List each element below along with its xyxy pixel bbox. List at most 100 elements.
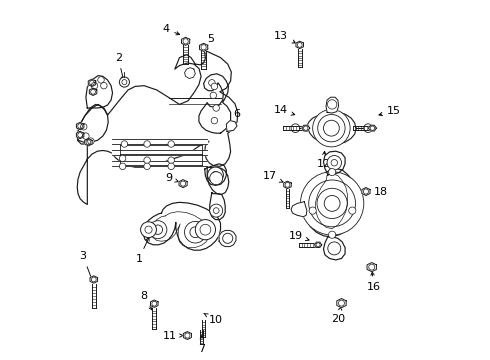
- Polygon shape: [199, 74, 231, 133]
- Text: 3: 3: [79, 251, 93, 281]
- Circle shape: [211, 117, 218, 124]
- Text: 18: 18: [367, 186, 388, 197]
- Circle shape: [291, 124, 300, 132]
- Circle shape: [120, 155, 126, 162]
- Circle shape: [213, 208, 219, 213]
- Circle shape: [209, 80, 215, 86]
- Circle shape: [88, 138, 94, 144]
- Polygon shape: [210, 193, 225, 220]
- Text: 6: 6: [229, 109, 241, 128]
- Polygon shape: [179, 180, 187, 188]
- Text: 15: 15: [379, 106, 401, 116]
- Circle shape: [309, 180, 356, 227]
- Circle shape: [323, 120, 339, 136]
- Polygon shape: [226, 121, 237, 131]
- Circle shape: [328, 231, 336, 238]
- Polygon shape: [77, 104, 108, 142]
- Polygon shape: [76, 131, 84, 139]
- Circle shape: [213, 105, 220, 111]
- Polygon shape: [291, 202, 307, 217]
- Circle shape: [328, 168, 336, 176]
- Circle shape: [318, 114, 345, 142]
- Circle shape: [145, 226, 152, 233]
- Polygon shape: [144, 202, 220, 250]
- Polygon shape: [89, 88, 97, 95]
- Circle shape: [144, 163, 150, 170]
- Circle shape: [196, 220, 216, 240]
- Circle shape: [168, 141, 174, 147]
- Polygon shape: [307, 112, 356, 145]
- Circle shape: [91, 82, 98, 89]
- Text: 1: 1: [135, 237, 149, 264]
- Circle shape: [364, 124, 372, 132]
- Circle shape: [149, 221, 167, 239]
- Circle shape: [80, 123, 87, 130]
- Text: 13: 13: [274, 31, 295, 43]
- Polygon shape: [77, 49, 238, 204]
- Circle shape: [211, 83, 218, 90]
- Circle shape: [327, 100, 337, 109]
- Circle shape: [328, 242, 341, 255]
- Circle shape: [349, 207, 356, 214]
- Polygon shape: [323, 237, 345, 260]
- Circle shape: [100, 82, 107, 89]
- Circle shape: [190, 227, 201, 238]
- Polygon shape: [85, 139, 92, 146]
- Polygon shape: [323, 151, 345, 175]
- Text: 14: 14: [273, 105, 294, 115]
- Polygon shape: [326, 97, 339, 113]
- Polygon shape: [337, 298, 346, 308]
- Circle shape: [300, 172, 364, 235]
- Polygon shape: [90, 276, 98, 283]
- Circle shape: [210, 204, 222, 217]
- Polygon shape: [362, 188, 370, 195]
- Polygon shape: [76, 122, 84, 130]
- Text: 7: 7: [198, 336, 205, 354]
- Polygon shape: [181, 37, 190, 45]
- Polygon shape: [185, 68, 196, 78]
- Circle shape: [98, 77, 104, 83]
- Polygon shape: [302, 125, 310, 131]
- Text: 4: 4: [162, 24, 180, 35]
- Polygon shape: [315, 242, 321, 247]
- Polygon shape: [304, 168, 360, 237]
- Circle shape: [212, 171, 219, 179]
- Circle shape: [200, 224, 211, 235]
- Polygon shape: [205, 164, 226, 185]
- Text: 12: 12: [317, 151, 331, 170]
- Circle shape: [144, 141, 150, 147]
- Polygon shape: [199, 43, 208, 51]
- Circle shape: [168, 157, 174, 163]
- Circle shape: [144, 157, 150, 163]
- Text: 16: 16: [367, 272, 381, 292]
- Text: 19: 19: [289, 231, 309, 241]
- Circle shape: [153, 225, 163, 234]
- Circle shape: [208, 167, 223, 183]
- Circle shape: [120, 163, 126, 170]
- Circle shape: [324, 195, 340, 211]
- Polygon shape: [150, 300, 158, 307]
- Text: 11: 11: [163, 330, 183, 341]
- Polygon shape: [296, 41, 303, 49]
- Polygon shape: [368, 125, 376, 131]
- Circle shape: [141, 222, 156, 238]
- Polygon shape: [367, 262, 376, 272]
- Circle shape: [331, 159, 338, 166]
- Text: 5: 5: [205, 34, 214, 50]
- Text: 8: 8: [140, 291, 152, 310]
- Polygon shape: [219, 230, 236, 247]
- Polygon shape: [183, 332, 192, 339]
- Polygon shape: [207, 167, 229, 194]
- Text: 20: 20: [332, 307, 345, 324]
- Circle shape: [309, 207, 316, 214]
- Circle shape: [83, 133, 89, 139]
- Circle shape: [121, 141, 127, 147]
- Circle shape: [327, 156, 342, 170]
- Polygon shape: [88, 79, 96, 86]
- Circle shape: [317, 188, 347, 219]
- Text: 10: 10: [204, 313, 223, 325]
- Circle shape: [210, 172, 222, 185]
- Circle shape: [168, 163, 174, 170]
- Polygon shape: [284, 181, 291, 189]
- Text: 2: 2: [115, 53, 124, 80]
